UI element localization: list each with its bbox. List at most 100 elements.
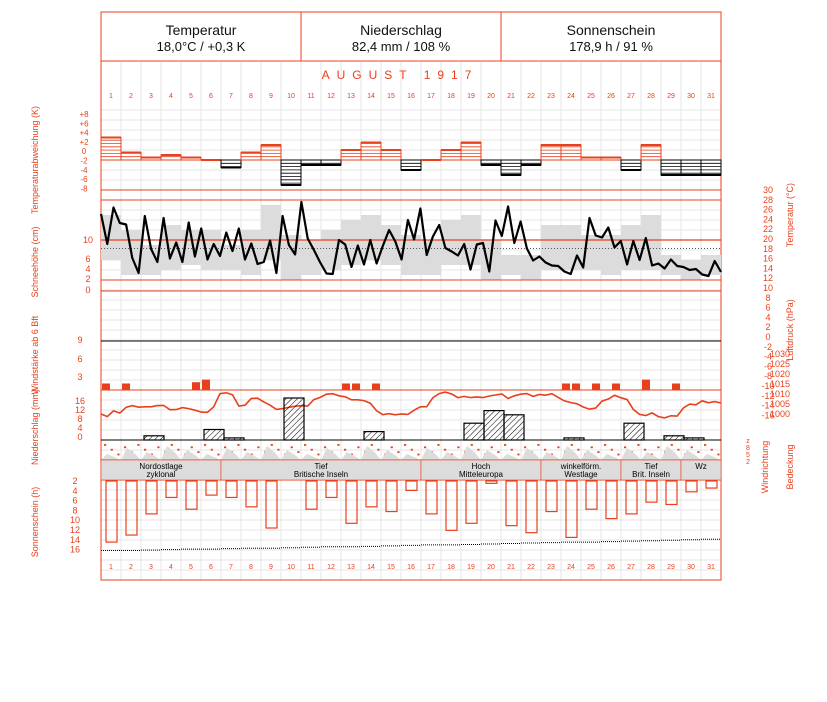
wind-tick: 6 [77,354,82,364]
temperature-tick: -6 [764,361,772,371]
wind-direction-marker [610,448,613,451]
day-label-bottom: 4 [169,564,173,571]
wind-direction-marker [590,446,593,449]
cloud-cover-shape [381,450,401,460]
wind-direction-marker [277,448,280,451]
wind-direction-marker [510,448,513,451]
wind-direction-marker [470,444,473,446]
cloud-cover-shape [181,450,201,460]
day-label-bottom: 16 [407,564,415,571]
day-label-bottom: 20 [487,564,495,571]
cloud-cover-shape [541,452,561,460]
sunshine-bar [425,480,438,515]
day-label-bottom: 19 [467,564,475,571]
anomaly-tick: -2 [80,157,88,166]
day-label-top: 29 [667,93,675,100]
temperature-tick: 16 [763,254,773,264]
anomaly-tick: +4 [79,129,89,138]
day-label-top: 7 [229,93,233,100]
cloud-cover-shape [361,446,381,460]
day-label-bottom: 27 [627,564,635,571]
anomaly-tick: -8 [80,184,88,193]
cloud-cover-shape [261,446,281,460]
wind-direction-marker [210,448,213,451]
sunshine-bar [465,480,478,524]
temperature-tick: -14 [761,401,774,411]
temperature-range-band [101,205,721,280]
temperature-tick: 30 [763,185,773,195]
cloud-cover-shape [481,450,501,460]
wind-direction-marker [297,451,300,453]
weather-type-name: Tief [314,462,328,471]
day-label-bottom: 5 [189,564,193,571]
cloud-cover-shape [221,448,241,460]
sunshine-bar [405,480,418,491]
day-label-top: 18 [447,93,455,100]
snow-axis-label: Schneehöhe (cm) [30,226,40,297]
sunshine-bar [685,480,698,493]
sunshine-bar [485,480,498,484]
sunshine-bar [265,480,278,529]
cloud-cover-shape [121,448,141,460]
wind-direction-marker [444,448,447,451]
day-label-top: 20 [487,93,495,100]
month-title: AUGUST 1917 [322,68,479,82]
day-label-bottom: 21 [507,564,515,571]
wind-direction-marker [224,446,227,449]
sunshine-bar [645,480,658,503]
sunshine-bar [345,480,358,524]
temperature-tick: -12 [761,391,774,401]
cloud-cover-shape [661,446,681,460]
anomaly-bar [540,144,562,161]
wind-tick: 3 [77,372,82,382]
precip-axis-label: Niederschlag (mm) [30,389,40,465]
sunshine-bar [205,480,218,496]
precipitation-bar [223,437,245,441]
sunshine-bar [545,480,558,513]
precip-tick: 0 [77,432,82,442]
wind-direction-marker [650,453,653,456]
sunshine-tick: 12 [70,525,80,535]
temperature-curve [99,200,722,278]
day-label-bottom: 11 [307,564,314,571]
wind-direction-marker [250,453,253,456]
wind-direction-marker [524,446,527,449]
wind-tick: 9 [77,335,82,345]
temperature-tick: 6 [765,303,770,313]
cloud-cover-shape [601,454,621,460]
sunshine-bar [325,480,338,499]
wind-direction-marker [637,444,640,446]
anomaly-bar [360,142,382,161]
pressure-tick: 1015 [770,379,790,389]
wind-direction-marker [317,453,320,456]
wind-direction-marker [424,446,427,449]
wind-direction-marker [244,448,247,451]
wind-direction-marker [704,444,707,446]
day-label-top: 4 [169,93,173,100]
day-label-bottom: 1 [109,564,113,571]
day-label-top: 23 [547,93,555,100]
wind-bar [642,379,650,390]
temperature-tick: 20 [763,234,773,244]
day-label-top: 30 [687,93,695,100]
day-label-bottom: 28 [647,564,655,571]
day-label-bottom: 22 [527,564,535,571]
wind-bar [372,383,380,390]
day-label-bottom: 31 [707,564,715,571]
anomaly-bar [380,149,402,161]
sunshine-bar [445,480,458,531]
wind-direction-marker [170,444,173,446]
sunshine-bar [585,480,598,510]
wind-direction-marker [497,451,500,453]
temperature-tick: 0 [765,332,770,342]
wind-direction-marker [410,448,413,451]
cloud-cover-label: Bedeckung [785,444,795,489]
wind-direction-marker [477,448,480,451]
cloud-cover-shape [301,454,321,460]
wind-direction-marker [190,446,193,449]
day-label-bottom: 15 [387,564,395,571]
temperature-tick: 24 [763,214,773,224]
pressure-axis-label: Luftdruck (hPa) [785,299,795,361]
wind-direction-marker [370,444,373,446]
day-label-bottom: 2 [129,564,133,571]
